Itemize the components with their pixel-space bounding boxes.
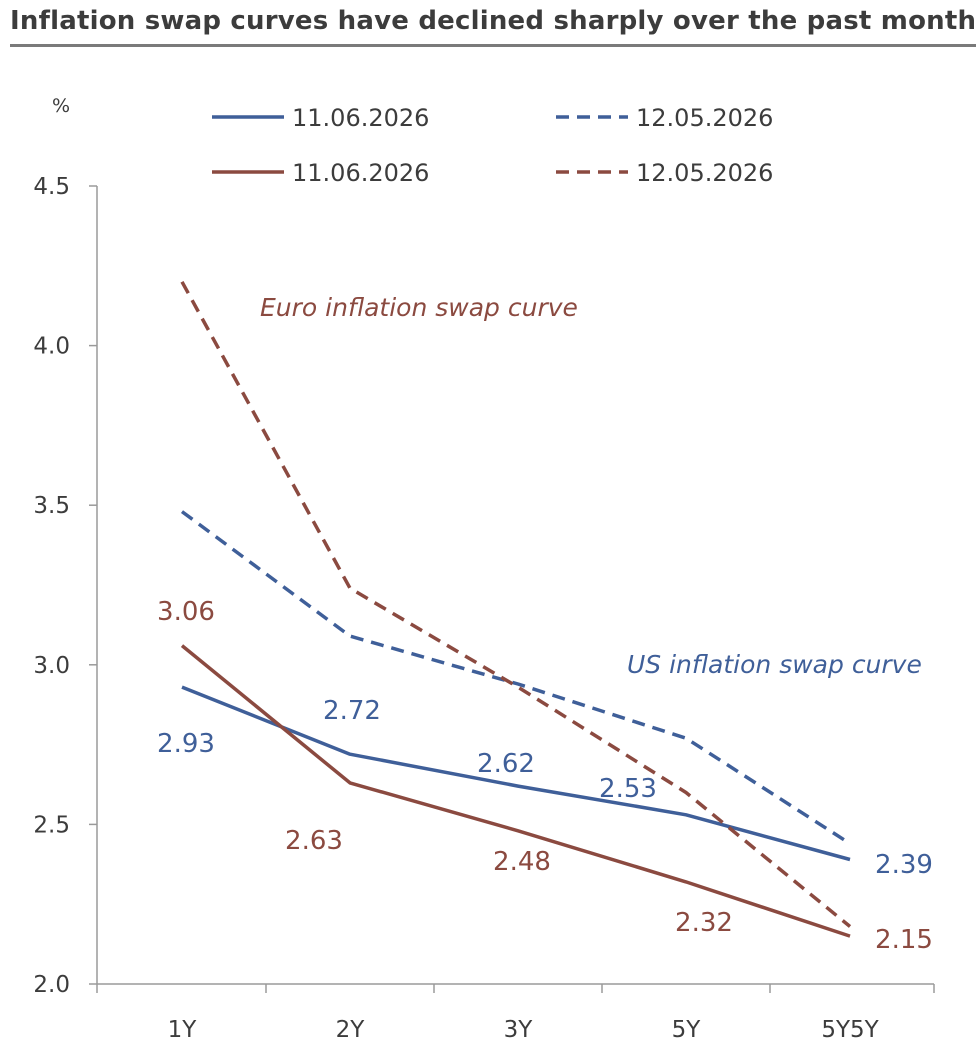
series-line-us-solid — [181, 685, 851, 862]
legend-label: 12.05.2026 — [636, 104, 773, 132]
series-line-euro-dashed — [180, 280, 852, 928]
data-labels: 2.93 2.72 2.62 2.53 2.39 3.06 2.63 2.48 2.32 2.15 — [157, 597, 933, 955]
y-tick-label: 4.0 — [33, 334, 70, 360]
data-label: 2.53 — [599, 774, 657, 804]
data-label: 2.93 — [157, 729, 215, 759]
data-label: 2.39 — [875, 850, 933, 880]
series-lines — [180, 280, 852, 938]
legend-label: 11.06.2026 — [292, 104, 429, 132]
x-tick-label: 1Y — [168, 1017, 198, 1043]
annotation-euro-curve: Euro inflation swap curve — [260, 293, 578, 322]
y-tick-label: 2.5 — [33, 812, 70, 838]
series-line-euro-solid — [180, 644, 851, 938]
series-line-us-dashed — [180, 510, 851, 846]
data-label: 2.32 — [675, 908, 733, 938]
x-tick-label: 5Y — [672, 1017, 702, 1043]
y-tick-label: 4.5 — [33, 174, 70, 200]
legend: 11.06.2026 12.05.2026 11.06.2026 12.05.2026 — [212, 104, 773, 187]
data-label: 3.06 — [157, 597, 215, 627]
x-tick-label: 2Y — [336, 1017, 366, 1043]
x-tick-label: 3Y — [504, 1017, 534, 1043]
data-label: 2.63 — [285, 826, 343, 856]
data-label: 2.48 — [493, 847, 551, 877]
axes: 4.54.03.53.02.52.01Y 2Y 3Y 5Y 5Y5Y% — [33, 95, 935, 1043]
data-label: 2.62 — [477, 749, 535, 779]
legend-label: 12.05.2026 — [636, 159, 773, 187]
data-label: 2.15 — [875, 925, 933, 955]
legend-label: 11.06.2026 — [292, 159, 429, 187]
y-tick-label: 3.0 — [33, 653, 70, 679]
y-tick-label: 2.0 — [33, 972, 70, 998]
y-tick-label: 3.5 — [33, 493, 70, 519]
y-axis-unit: % — [52, 95, 70, 117]
title-underline — [10, 44, 976, 47]
annotation-us-curve: US inflation swap curve — [627, 650, 922, 679]
data-label: 2.72 — [323, 696, 381, 726]
chart-title: Inflation swap curves have declined shar… — [10, 6, 977, 36]
x-tick-label: 5Y5Y — [821, 1017, 879, 1043]
